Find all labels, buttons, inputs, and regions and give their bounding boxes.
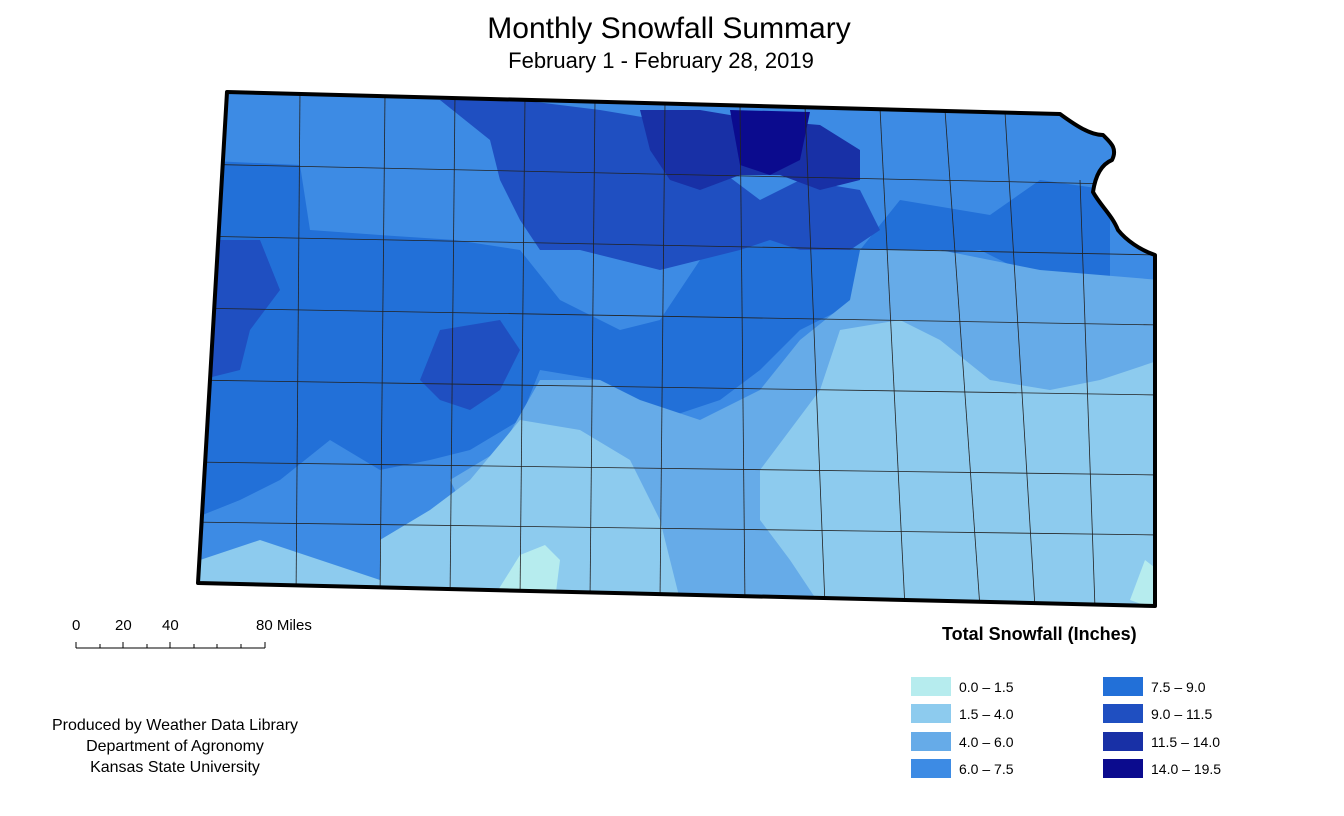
legend-label: 7.5 – 9.0: [1151, 679, 1206, 695]
scale-tick-40: 40: [162, 617, 179, 634]
credit-line-2: Department of Agronomy: [86, 738, 264, 755]
legend-label: 0.0 – 1.5: [959, 679, 1014, 695]
scale-bar: [75, 642, 266, 649]
legend-swatch: [1103, 677, 1143, 696]
legend-swatch: [911, 759, 951, 778]
legend-swatch: [911, 704, 951, 723]
credit-line-1: Produced by Weather Data Library: [51, 717, 299, 734]
zone-1.5-4: [760, 320, 1155, 606]
zone-1.5-4-south: [380, 420, 680, 606]
scale-tick-80: 80 Miles: [256, 617, 312, 634]
legend-title: Total Snowfall (Inches): [942, 624, 1137, 644]
zone-14-19.5: [730, 110, 810, 175]
map-title: Monthly Snowfall Summary: [487, 12, 851, 45]
legend: 0.0 – 1.5 1.5 – 4.0 4.0 – 6.0 6.0 – 7.5 …: [911, 677, 1271, 787]
zone-0-1.5-b: [1130, 560, 1155, 606]
legend-swatch: [1103, 704, 1143, 723]
legend-label: 4.0 – 6.0: [959, 734, 1014, 750]
credits: Produced by Weather Data Library Departm…: [30, 715, 320, 778]
snowfall-zones: [198, 92, 1155, 606]
legend-label: 6.0 – 7.5: [959, 761, 1014, 777]
legend-label: 9.0 – 11.5: [1151, 706, 1213, 722]
scale-tick-20: 20: [115, 617, 132, 634]
zone-9-11.5-west: [200, 240, 280, 380]
legend-swatch: [911, 677, 951, 696]
scale-tick-0: 0: [72, 617, 81, 634]
legend-swatch: [1103, 759, 1143, 778]
county-lines: [198, 92, 1155, 606]
legend-label: 1.5 – 4.0: [959, 706, 1014, 722]
zone-9-11.5-sw: [420, 320, 520, 410]
map-subtitle: February 1 - February 28, 2019: [508, 48, 814, 73]
legend-swatch: [911, 732, 951, 751]
kansas-outline: [196, 90, 1157, 608]
legend-label: 14.0 – 19.5: [1151, 761, 1222, 777]
credit-line-3: Kansas State University: [90, 759, 260, 776]
zone-0-1.5-a: [495, 545, 560, 600]
zone-9-11.5-north: [440, 100, 880, 270]
scale-bar-labels: 0 20 40 80 Miles: [60, 612, 360, 662]
legend-label: 11.5 – 14.0: [1151, 734, 1221, 750]
legend-swatch: [1103, 732, 1143, 751]
